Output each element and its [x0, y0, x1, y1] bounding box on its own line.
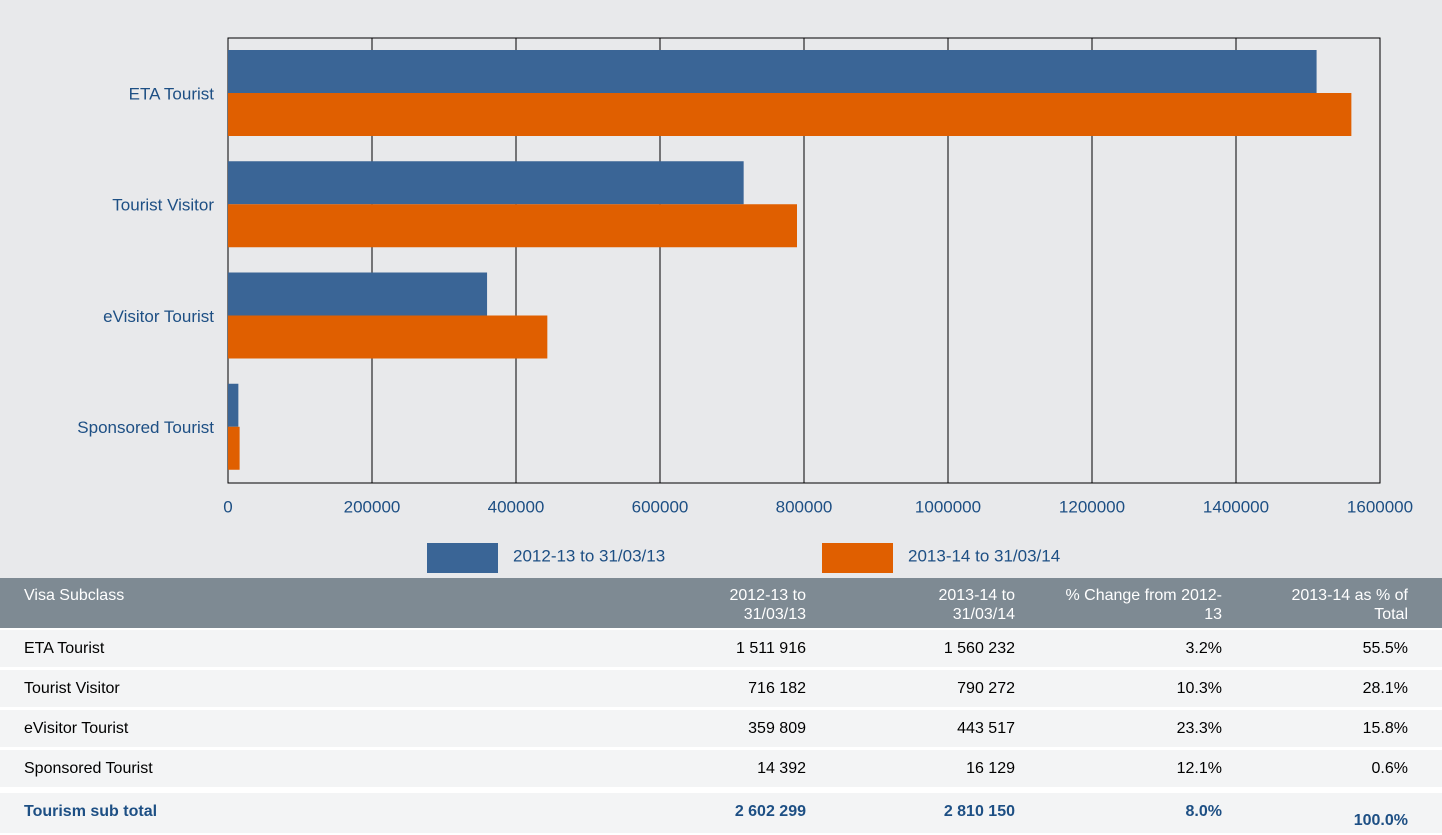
table-row [0, 630, 1442, 667]
table-cell: 10.3% [1176, 680, 1222, 697]
table-cell: 14 392 [757, 760, 806, 777]
x-tick-label: 200000 [344, 497, 401, 516]
x-tick-label: 400000 [488, 497, 545, 516]
table-header-cell: % Change from 2012-13 [1065, 587, 1222, 623]
bar [228, 161, 744, 205]
table-header-cell: Visa Subclass [24, 587, 125, 604]
table-cell: ETA Tourist [24, 640, 105, 657]
bar [228, 204, 797, 248]
table-cell: 716 182 [748, 680, 806, 697]
table-total-cell: 100.0% [1353, 812, 1408, 829]
y-tick-label: ETA Tourist [129, 84, 215, 103]
table-cell: 0.6% [1371, 760, 1408, 777]
table-cell: Sponsored Tourist [24, 760, 153, 777]
x-tick-label: 1400000 [1203, 497, 1269, 516]
table-header-cell: 2013-14 to 31/03/14 [938, 587, 1015, 623]
table-cell: 790 272 [957, 680, 1015, 697]
bar [228, 426, 240, 470]
table-row [0, 793, 1442, 833]
table-total-cell: Tourism sub total [24, 803, 158, 820]
legend-label: 2012-13 to 31/03/13 [513, 546, 665, 565]
table-total-cell: 2 602 299 [734, 803, 806, 820]
table-cell: 359 809 [748, 720, 806, 737]
bar [228, 315, 548, 359]
bar [228, 383, 239, 427]
chart: 0 200000 400000 600000 800000 1000000 1200000 1… [0, 0, 1442, 578]
table-cell: 1 560 232 [943, 640, 1015, 657]
x-tick-label: 800000 [776, 497, 833, 516]
table-cell: 28.1% [1362, 680, 1408, 697]
bar [228, 272, 488, 316]
y-tick-label: eVisitor Tourist [103, 307, 214, 326]
x-tick-label: 1000000 [915, 497, 981, 516]
table-cell: 23.3% [1176, 720, 1222, 737]
table-header-bg [0, 578, 1442, 628]
table-row [0, 750, 1442, 787]
table-header-cell: 2012-13 to 31/03/13 [729, 587, 806, 623]
legend-swatch [822, 543, 893, 573]
legend-label: 2013-14 to 31/03/14 [908, 546, 1060, 565]
x-tick-label: 0 [223, 497, 232, 516]
table-cell: 443 517 [957, 720, 1015, 737]
table-cell: Tourist Visitor [24, 680, 120, 697]
table-total-cell: 8.0% [1185, 803, 1222, 820]
table-cell: 16 129 [966, 760, 1015, 777]
y-tick-label: Tourist Visitor [112, 196, 214, 215]
table-row [0, 670, 1442, 707]
x-tick-label: 1600000 [1347, 497, 1413, 516]
table-cell: eVisitor Tourist [24, 720, 129, 737]
table-cell: 12.1% [1176, 760, 1222, 777]
y-tick-label: Sponsored Tourist [77, 418, 214, 437]
x-tick-label: 1200000 [1059, 497, 1125, 516]
x-tick-label: 600000 [632, 497, 689, 516]
table-row [0, 710, 1442, 747]
table-cell: 55.5% [1362, 640, 1408, 657]
bar [228, 50, 1317, 93]
table-header-cell: 2013-14 as % of Total [1291, 587, 1408, 623]
bar [228, 93, 1352, 136]
table-total-cell: 2 810 150 [943, 803, 1015, 820]
table-cell: 1 511 916 [736, 640, 806, 657]
table-cell: 3.2% [1185, 640, 1222, 657]
table-cell: 15.8% [1362, 720, 1408, 737]
legend-swatch [427, 543, 498, 573]
